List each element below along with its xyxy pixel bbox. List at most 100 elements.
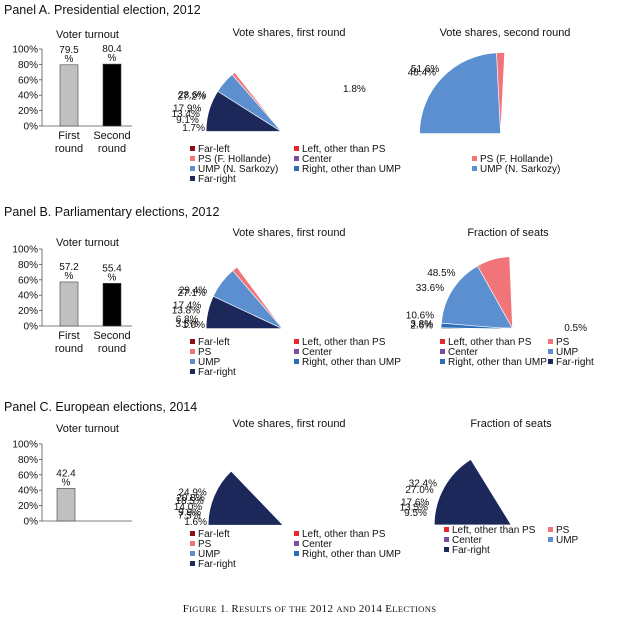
turnout-bar	[102, 283, 122, 327]
pie-slice-label: 10.6%	[406, 311, 434, 322]
pie-slice-label: 14.0%	[174, 502, 202, 513]
legend-label: Left, other than PS	[452, 525, 536, 536]
turnout-title: Voter turnout	[56, 423, 119, 435]
turnout-category-label-2: round	[98, 143, 126, 155]
turnout-chart-b: Voter turnout 0% 20% 40% 60% 80% 100% 57.2% Firs…	[12, 237, 132, 355]
pie-title: Vote shares, first round	[232, 418, 345, 430]
pie-slice-label: 9.5%	[404, 508, 427, 519]
legend-swatch	[472, 156, 477, 161]
legend-swatch	[190, 541, 195, 546]
pie-slice-label: 2.6%	[410, 321, 433, 332]
legend-swatch	[190, 349, 195, 354]
turnout-title: Voter turnout	[56, 237, 119, 249]
turnout-category-label: Second	[93, 330, 130, 342]
pie-slice-label: 27.2%	[177, 92, 205, 103]
legend-swatch	[440, 359, 445, 364]
legend-swatch	[190, 146, 195, 151]
pie-slice-label: 33.6%	[416, 283, 444, 294]
y-tick-label: 20%	[18, 501, 38, 512]
legend-swatch	[294, 166, 299, 171]
turnout-value-label: 79.5	[59, 45, 79, 56]
legend-label: Far-left	[198, 337, 230, 348]
legend-swatch	[190, 339, 195, 344]
legend-swatch	[548, 359, 553, 364]
figure-canvas: Panel A. Presidential election, 2012 Pane…	[4, 3, 594, 570]
legend-label: Center	[302, 154, 333, 165]
y-tick-label: 80%	[18, 60, 38, 71]
pie-title: Vote shares, first round	[232, 227, 345, 239]
legend-label: Center	[452, 535, 483, 546]
pie-slice-far-right	[205, 295, 283, 329]
legend-label: Right, other than UMP	[302, 164, 401, 175]
turnout-value-unit: %	[65, 54, 74, 65]
pie-slice-label: 1.8%	[343, 84, 366, 95]
legend-label: Left, other than PS	[302, 529, 386, 540]
legend-swatch	[472, 166, 477, 171]
turnout-value-label: 57.2	[59, 262, 79, 273]
turnout-value-unit: %	[62, 477, 71, 488]
legend-label: PS	[556, 525, 570, 536]
legend-label: Far-right	[556, 357, 594, 368]
legend-label: PS (F. Hollande)	[480, 154, 553, 165]
legend-label: Far-left	[198, 529, 230, 540]
pie-slice-label: 9.9%	[178, 507, 201, 518]
y-tick-label: 80%	[18, 455, 38, 466]
legend-swatch	[444, 547, 449, 552]
turnout-chart-c: Voter turnout 0% 20% 40% 60% 80% 100% 42.4%	[12, 423, 132, 528]
turnout-category-label: First	[58, 330, 79, 342]
y-tick-label: 40%	[18, 91, 38, 102]
legend-swatch	[548, 527, 553, 532]
legend-label: UMP (N. Sarkozy)	[198, 164, 278, 175]
pie-slice-label: 51.6%	[411, 64, 439, 75]
y-tick-label: 40%	[18, 291, 38, 302]
legend-swatch	[440, 349, 445, 354]
pie-title: Fraction of seats	[467, 227, 549, 239]
pie-slice-far-right	[207, 470, 284, 526]
turnout-bar	[59, 64, 79, 127]
legend-label: UMP	[198, 549, 221, 560]
pie-title: Fraction of seats	[470, 418, 552, 430]
pie-slice-label: 3.5%	[175, 319, 198, 330]
y-tick-label: 60%	[18, 75, 38, 86]
pie-title: Vote shares, first round	[232, 27, 345, 39]
pie-slice-label: 32.4%	[409, 479, 437, 490]
legend-label: Far-right	[198, 174, 236, 185]
turnout-category-label-2: round	[98, 343, 126, 355]
pie-slice-label: 13.5%	[400, 503, 428, 514]
legend-label: PS	[198, 539, 212, 550]
y-tick-label: 60%	[18, 470, 38, 481]
legend-label: Far-left	[198, 144, 230, 155]
legend-label: Left, other than PS	[302, 144, 386, 155]
legend-swatch	[190, 551, 195, 556]
y-tick-label: 0%	[24, 322, 39, 333]
turnout-bar	[102, 63, 122, 127]
pie-slice-label: 7.5%	[178, 511, 201, 522]
legend-swatch	[294, 551, 299, 556]
legend-swatch	[294, 146, 299, 151]
pie-slice-label: 28.6%	[178, 90, 206, 101]
panel-title-b: Panel B. Parliamentary elections, 2012	[4, 205, 219, 219]
legend-swatch	[294, 531, 299, 536]
legend-label: PS (F. Hollande)	[198, 154, 271, 165]
pie-slice-label: 1.6%	[184, 517, 207, 528]
turnout-bar	[56, 488, 76, 522]
y-tick-label: 20%	[18, 106, 38, 117]
pie-slice-label: 20.8%	[176, 493, 204, 504]
pie-slice-label: 1.0%	[182, 320, 205, 331]
y-tick-label: 0%	[24, 517, 39, 528]
legend-label: Left, other than PS	[302, 337, 386, 348]
y-tick-label: 60%	[18, 275, 38, 286]
legend-label: UMP	[198, 357, 221, 368]
legend-label: UMP (N. Sarkozy)	[480, 164, 560, 175]
legend-swatch	[190, 369, 195, 374]
y-tick-label: 100%	[12, 45, 38, 56]
figure-caption: FIGURE 1. RESULTS OF THE 2012 AND 2014 E…	[182, 603, 437, 615]
pie-slice-label: 9.1%	[176, 115, 199, 126]
legend-swatch	[548, 349, 553, 354]
legend-label: UMP	[556, 535, 579, 546]
pie-title: Vote shares, second round	[440, 27, 571, 39]
pie-slice-label: 6.8%	[176, 315, 199, 326]
legend-swatch	[190, 531, 195, 536]
pie-slice-label: 27.0%	[405, 485, 433, 496]
pie-chart-c-fraction-of-seats: Fraction of seats 13.5%17.6%9.5% 27.0%32.4…	[400, 418, 579, 556]
